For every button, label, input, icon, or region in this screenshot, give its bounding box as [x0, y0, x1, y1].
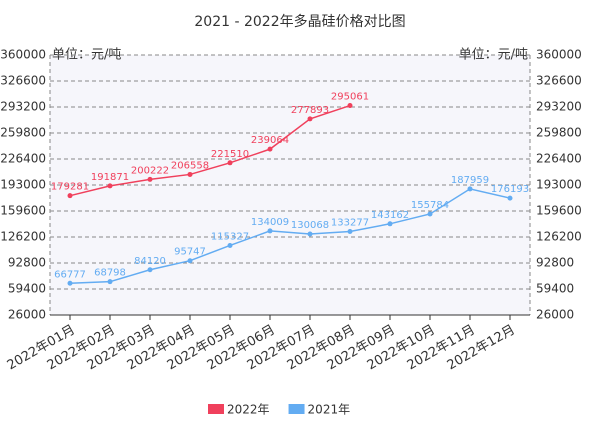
y2-tick-label: 26000: [536, 308, 574, 322]
y2-tick-label: 126200: [536, 230, 582, 244]
y2-tick-label: 92800: [536, 256, 574, 270]
y2-tick-label: 193000: [536, 178, 582, 192]
point: [347, 103, 353, 109]
point: [307, 116, 313, 122]
value-label: 200222: [131, 165, 169, 176]
y-tick-label: 59400: [8, 282, 46, 296]
value-label: 155784: [411, 200, 449, 211]
point: [467, 186, 473, 192]
point: [387, 221, 393, 227]
point: [227, 160, 233, 166]
series-line: [69, 104, 351, 197]
legend-swatch: [288, 404, 305, 414]
value-label: 295061: [331, 92, 369, 103]
value-label: 68798: [94, 268, 126, 279]
y2-tick-label: 326600: [536, 74, 582, 88]
value-label: 84120: [134, 256, 166, 267]
value-label: 221510: [211, 149, 249, 160]
y2-tick-label: 59400: [536, 282, 574, 296]
point: [147, 267, 153, 273]
y2-tick-label: 226400: [536, 152, 582, 166]
point: [307, 231, 313, 237]
y-tick-label: 326600: [0, 74, 46, 88]
legend-label: 2021年: [308, 403, 351, 417]
point: [267, 228, 273, 234]
point: [107, 279, 113, 285]
point: [227, 242, 233, 248]
value-label: 176193: [491, 184, 529, 195]
y-tick-label: 226400: [0, 152, 46, 166]
point: [147, 176, 153, 182]
y-tick-label: 126200: [0, 230, 46, 244]
y-tick-label: 193000: [0, 178, 46, 192]
value-label: 66777: [54, 269, 86, 280]
y-tick-label: 26000: [8, 308, 46, 322]
point: [427, 211, 433, 217]
y-tick-label: 259800: [0, 126, 46, 140]
y-tick-label: 360000: [0, 48, 46, 62]
y2-tick-label: 159600: [536, 204, 582, 218]
y2-tick-label: 360000: [536, 48, 582, 62]
value-label: 95747: [174, 247, 206, 258]
value-label: 187959: [451, 175, 489, 186]
value-label: 277893: [291, 105, 329, 116]
point: [67, 280, 73, 286]
y-tick-label: 92800: [8, 256, 46, 270]
series-line: [69, 188, 511, 285]
legend-swatch: [208, 404, 224, 414]
value-label: 130068: [291, 220, 329, 231]
value-label: 206558: [171, 160, 209, 171]
value-label: 179281: [51, 182, 89, 193]
point: [507, 195, 513, 201]
point: [187, 258, 193, 264]
value-label: 239064: [251, 135, 289, 146]
legend-label: 2022年: [227, 403, 270, 417]
y2-tick-label: 293200: [536, 100, 582, 114]
chart-title: 2021 - 2022年多晶硅价格对比图: [194, 13, 405, 30]
y-tick-label: 159600: [0, 204, 46, 218]
point: [187, 171, 193, 177]
point: [107, 183, 113, 189]
y2-tick-label: 259800: [536, 126, 582, 140]
value-label: 133277: [331, 217, 369, 228]
point: [347, 228, 353, 234]
y-tick-label: 293200: [0, 100, 46, 114]
value-label: 115327: [211, 231, 249, 242]
point: [267, 146, 273, 152]
value-label: 191871: [91, 172, 129, 183]
value-label: 143162: [371, 210, 409, 221]
point: [67, 193, 73, 199]
value-label: 134009: [251, 217, 289, 228]
